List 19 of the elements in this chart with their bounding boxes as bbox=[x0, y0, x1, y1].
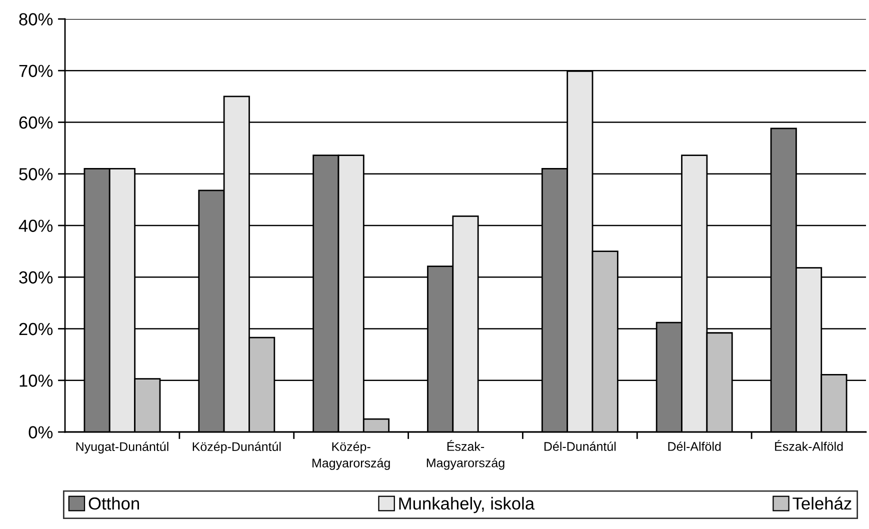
x-tick-label: Dél-Alföld bbox=[668, 442, 721, 451]
y-tick-label: 80% bbox=[19, 13, 53, 26]
x-tick-label: Észak- Magyarország bbox=[426, 440, 504, 470]
y-tick-label: 30% bbox=[19, 271, 53, 284]
x-tick-label: Dél-Dunántúl bbox=[544, 442, 616, 451]
legend-label: Teleház bbox=[792, 496, 852, 510]
y-tick-label: 10% bbox=[20, 374, 53, 387]
legend-label: Otthon bbox=[88, 496, 139, 510]
y-tick-label: 60% bbox=[19, 116, 53, 129]
x-tick-label: Észak-Alföld bbox=[775, 440, 843, 451]
y-tick-label: 70% bbox=[19, 64, 53, 78]
y-tick-label: 20% bbox=[19, 322, 53, 336]
x-tick-label: Közép-Dunántúl bbox=[192, 442, 281, 454]
y-tick-label: 50% bbox=[19, 168, 53, 180]
x-tick-label: Közép- Magyarország bbox=[312, 442, 390, 470]
y-tick-label: 40% bbox=[18, 220, 53, 232]
legend-label: Munkahely, iskola bbox=[399, 496, 535, 514]
y-tick-label: 0% bbox=[28, 426, 53, 438]
x-tick-label: Nyugat-Dunántúl bbox=[76, 442, 168, 454]
